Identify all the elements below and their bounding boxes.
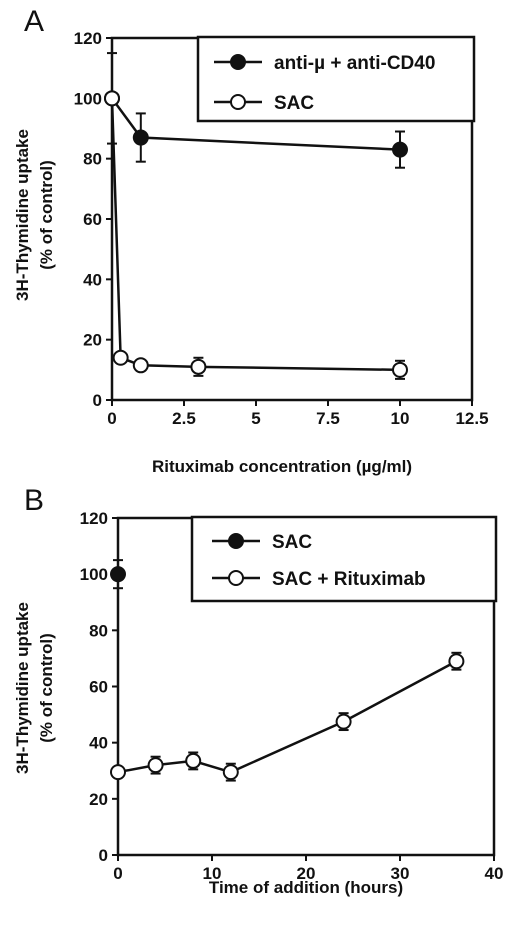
- panel-b-label: B: [24, 484, 44, 517]
- panel-b-xtick-label: 40: [485, 864, 504, 883]
- panel-b-ytick-label: 20: [89, 790, 108, 809]
- panel-b-xtick-label: 30: [391, 864, 410, 883]
- panel-a-ytick-label: 100: [74, 89, 102, 108]
- panel-b-xtick-label: 0: [113, 864, 122, 883]
- panel-a-x-axis-label: Rituximab concentration (µg/ml): [152, 457, 412, 476]
- panel-b-legend-label-0: SAC: [272, 532, 312, 553]
- panel-a-series-1-point: [132, 357, 149, 374]
- panel-b-legend-marker-1: [228, 570, 244, 586]
- panel-b-y-axis-label: 3H-Thymidine uptake: [13, 602, 32, 774]
- panel-b-ytick-label: 120: [80, 509, 108, 528]
- panel-a-ytick-label: 40: [83, 270, 102, 289]
- panel-b-xtick-label: 10: [203, 864, 222, 883]
- panel-b-ytick-label: 80: [89, 621, 108, 640]
- panel-a-xtick-label: 12.5: [455, 409, 488, 428]
- panel-a-legend-marker-1: [230, 94, 246, 110]
- panel-b-series-1-point: [110, 764, 126, 781]
- panel-a-series-1-point: [112, 349, 129, 366]
- panel-b-legend-label-1: SAC + Rituximab: [272, 569, 426, 590]
- panel-b-legend-box: [190, 515, 498, 603]
- panel-b-ytick-label: 40: [89, 734, 108, 753]
- panel-b-series-1-point: [185, 752, 202, 769]
- panel-a-xtick-label: 5: [251, 409, 260, 428]
- panel-a-ytick-label: 0: [93, 391, 102, 410]
- panel-a-series-1-point: [104, 90, 120, 107]
- panel-b-ytick-label: 0: [99, 846, 108, 865]
- panel-a-series-0-point: [132, 129, 149, 146]
- panel-a-legend-marker-0: [230, 54, 246, 70]
- panel-a-xtick-label: 7.5: [316, 409, 340, 428]
- panel-b-ytick-label: 100: [80, 565, 108, 584]
- panel-b-legend-marker-0: [228, 533, 244, 549]
- panel-a-ytick-label: 80: [83, 150, 102, 169]
- panel-a-y-axis-label: 3H-Thymidine uptake: [13, 129, 32, 301]
- panel-b-y-axis-label-units: (% of control): [37, 633, 56, 743]
- panel-a-ytick-label: 60: [83, 210, 102, 229]
- panel-b-ytick-label: 60: [89, 678, 108, 697]
- panel-a-xtick-label: 10: [391, 409, 410, 428]
- panel-b-x-axis-label: Time of addition (hours): [209, 878, 403, 897]
- panel-a-label: A: [24, 5, 44, 38]
- panel-a-series-1-point: [190, 358, 207, 375]
- panel-b-series-1-point: [147, 757, 164, 774]
- panel-a-y-axis-label-units: (% of control): [37, 160, 56, 270]
- panel-a-xtick-label: 2.5: [172, 409, 196, 428]
- panel-b-series-1-point: [448, 653, 465, 670]
- panel-b-series-1-point: [335, 713, 352, 730]
- panel-b-series-0-point: [110, 566, 126, 583]
- panel-b-series-1-line: [117, 660, 457, 774]
- panel-a-ytick-label: 20: [83, 331, 102, 350]
- panel-a-series-0-point: [392, 141, 408, 158]
- panel-a-legend-label-0: anti-µ + anti-CD40: [274, 53, 435, 74]
- panel-a-ytick-label: 120: [74, 29, 102, 48]
- panel-a-xtick-label: 0: [107, 409, 116, 428]
- panel-b-series-1-point: [222, 764, 239, 781]
- panel-a-series-1-point: [392, 361, 408, 378]
- panel-b-xtick-label: 20: [297, 864, 316, 883]
- panel-a-legend-label-1: SAC: [274, 93, 314, 114]
